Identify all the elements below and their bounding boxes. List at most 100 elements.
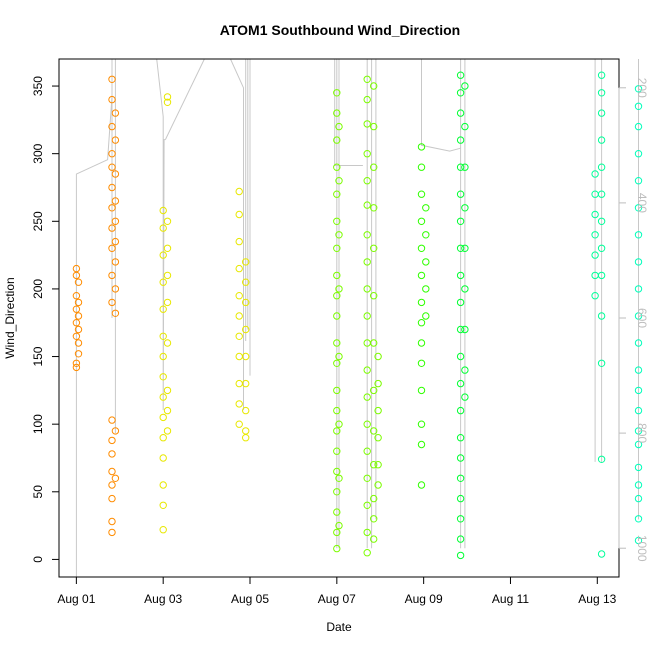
data-point bbox=[422, 231, 430, 239]
data-point bbox=[111, 217, 120, 226]
data-point bbox=[333, 447, 341, 455]
data-point bbox=[597, 271, 606, 280]
data-point bbox=[363, 177, 371, 185]
x-axis: Aug 01 Aug 03 Aug 05 Aug 07 Aug 09 Aug 11 Aug … bbox=[57, 576, 617, 606]
data-point bbox=[634, 312, 643, 320]
data-point bbox=[333, 190, 341, 198]
data-point bbox=[111, 237, 120, 246]
data-point bbox=[461, 244, 469, 253]
data-point bbox=[333, 339, 341, 347]
data-point bbox=[111, 197, 120, 205]
y-tick-label: 350 bbox=[31, 76, 45, 96]
x-tick-label: Aug 11 bbox=[492, 592, 529, 606]
data-point bbox=[333, 89, 341, 97]
data-point bbox=[370, 535, 378, 543]
data-point bbox=[363, 366, 371, 374]
data-point bbox=[108, 183, 116, 192]
data-point bbox=[634, 440, 643, 449]
data-point bbox=[159, 224, 167, 232]
data-point bbox=[108, 450, 116, 458]
data-point bbox=[370, 244, 378, 253]
data-point bbox=[333, 427, 341, 435]
data-point bbox=[634, 406, 643, 415]
data-point bbox=[370, 204, 378, 212]
data-point bbox=[363, 95, 371, 104]
data-point bbox=[108, 150, 116, 158]
data-point bbox=[456, 454, 465, 462]
data-point bbox=[456, 71, 465, 79]
data-point bbox=[163, 427, 172, 435]
data-point bbox=[374, 406, 382, 415]
data-point bbox=[242, 352, 250, 361]
data-point bbox=[461, 285, 469, 293]
data-point bbox=[333, 163, 341, 171]
data-point bbox=[456, 515, 465, 523]
data-point bbox=[363, 201, 371, 209]
data-point bbox=[335, 352, 343, 361]
data-point bbox=[461, 82, 469, 90]
data-point bbox=[72, 363, 81, 372]
data-point bbox=[333, 467, 341, 476]
data-point bbox=[374, 352, 382, 361]
data-point bbox=[235, 332, 243, 340]
data-point bbox=[370, 515, 378, 523]
data-point bbox=[456, 298, 465, 307]
data-point bbox=[333, 386, 341, 395]
right-tick-label: 400 bbox=[635, 193, 649, 213]
data-point bbox=[163, 244, 172, 253]
data-point bbox=[634, 122, 643, 131]
data-point bbox=[111, 309, 120, 317]
data-point bbox=[333, 312, 341, 320]
right-tick-label: 200 bbox=[635, 78, 649, 98]
data-point bbox=[108, 163, 116, 171]
y-tick-label: 150 bbox=[31, 346, 45, 366]
data-point bbox=[108, 528, 116, 537]
data-point bbox=[456, 474, 465, 482]
data-point bbox=[333, 271, 341, 280]
data-point bbox=[163, 298, 172, 307]
x-tick-label: Aug 03 bbox=[144, 592, 182, 606]
data-point bbox=[634, 481, 643, 489]
data-point bbox=[456, 271, 465, 280]
data-point bbox=[333, 244, 341, 253]
data-point bbox=[163, 271, 172, 280]
y-tick-label: 200 bbox=[31, 279, 45, 299]
data-point bbox=[235, 379, 243, 388]
data-point bbox=[163, 217, 172, 226]
data-point bbox=[235, 292, 243, 300]
data-point bbox=[456, 494, 465, 503]
data-point bbox=[456, 244, 465, 253]
data-point bbox=[335, 420, 343, 428]
data-point bbox=[417, 217, 426, 226]
data-point bbox=[634, 177, 643, 185]
data-point bbox=[111, 474, 120, 482]
data-point bbox=[159, 352, 167, 361]
data-point bbox=[597, 359, 606, 367]
data-point bbox=[363, 231, 371, 239]
x-tick-label: Aug 07 bbox=[318, 592, 356, 606]
data-point bbox=[108, 494, 116, 503]
data-point bbox=[634, 366, 643, 374]
data-point bbox=[333, 359, 341, 367]
data-point bbox=[159, 278, 167, 286]
data-point bbox=[363, 75, 371, 84]
data-point bbox=[591, 292, 599, 300]
y-axis: 0 50 100 150 200 250 300 350 bbox=[31, 76, 60, 563]
data-point bbox=[111, 109, 120, 117]
gray-line-layer bbox=[75, 58, 639, 577]
data-point bbox=[417, 190, 426, 198]
data-point bbox=[159, 305, 167, 313]
data-point bbox=[591, 170, 599, 178]
data-point bbox=[363, 447, 371, 455]
data-point bbox=[159, 373, 167, 381]
data-point bbox=[108, 298, 116, 307]
x-tick-label: Aug 05 bbox=[231, 592, 269, 606]
data-point bbox=[108, 75, 116, 84]
data-point bbox=[242, 379, 250, 388]
data-point bbox=[634, 204, 643, 212]
data-point bbox=[333, 217, 341, 226]
data-point bbox=[74, 350, 83, 358]
data-point bbox=[634, 339, 643, 347]
data-point bbox=[456, 406, 465, 415]
data-point bbox=[417, 298, 426, 307]
